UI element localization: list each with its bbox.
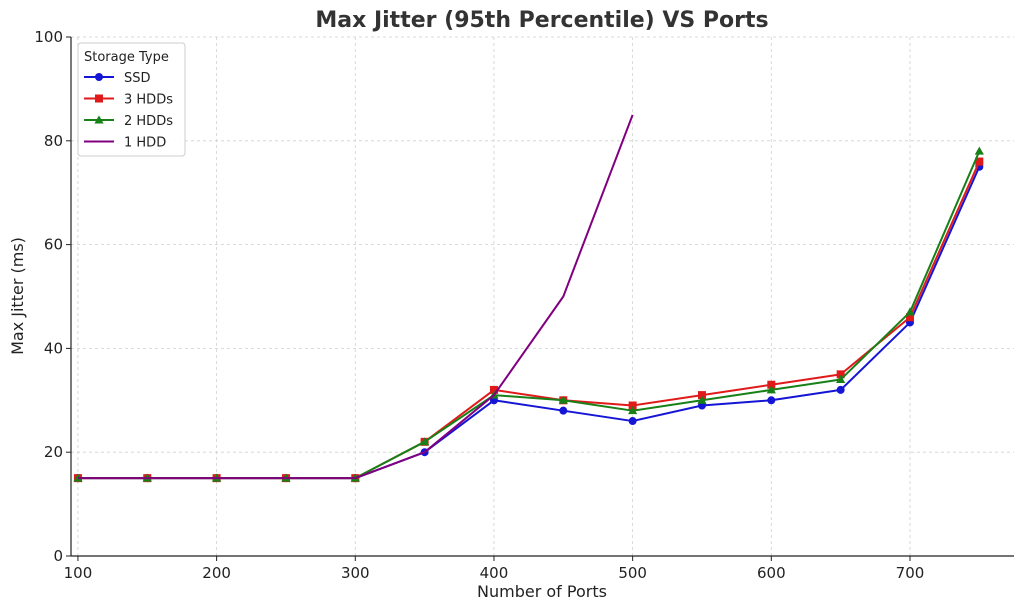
series-ssd — [73, 162, 984, 483]
series-line-3-hdds — [77, 161, 981, 480]
legend-marker — [95, 73, 103, 81]
grid — [71, 36, 1014, 557]
data-point-3-hdds — [975, 157, 984, 166]
series-2-hdds — [73, 146, 984, 482]
data-point-3-hdds — [697, 391, 706, 400]
axis-ticks: 100 200 300 400 500 600 700 0 20 40 60 80 100 — [34, 28, 924, 582]
legend-items: SSD 3 HDDs 2 HDDs 1 HDD — [84, 71, 173, 151]
legend-label: 3 HDDs — [124, 93, 173, 108]
legend-label: 2 HDDs — [124, 114, 173, 129]
chart-title: Max Jitter (95th Percentile) VS Ports — [315, 8, 768, 33]
data-point-2-hdds — [766, 385, 776, 394]
y-tick-label: 0 — [53, 547, 63, 565]
series-group — [73, 114, 984, 483]
data-point-2-hdds — [836, 374, 846, 383]
series-line-1-hdd — [77, 114, 634, 480]
legend-marker — [95, 94, 103, 103]
x-tick-label: 100 — [64, 564, 93, 582]
legend-item-ssd: SSD — [84, 71, 151, 86]
legend-label: SSD — [124, 71, 151, 86]
data-point-3-hdds — [836, 370, 845, 379]
legend-label: 1 HDD — [124, 136, 166, 151]
data-point-2-hdds — [905, 307, 915, 316]
y-tick-label: 60 — [44, 236, 63, 254]
data-point-2-hdds — [628, 406, 638, 415]
data-point-3-hdds — [489, 385, 498, 394]
y-axis-label: Max Jitter (ms) — [8, 237, 27, 355]
series-line-2-hdds — [77, 150, 981, 480]
series-3-hdds — [73, 157, 984, 483]
x-tick-label: 700 — [896, 564, 925, 582]
legend-title: Storage Type — [84, 50, 169, 65]
legend-item-2-hdds: 2 HDDs — [84, 114, 173, 129]
x-tick-label: 400 — [480, 564, 509, 582]
legend-item-3-hdds: 3 HDDs — [84, 93, 173, 108]
x-axis-label: Number of Ports — [477, 582, 607, 601]
legend-marker — [94, 115, 104, 124]
x-tick-label: 200 — [202, 564, 231, 582]
data-point-3-hdds — [905, 313, 914, 322]
y-tick-label: 20 — [44, 443, 63, 461]
data-point-ssd — [628, 417, 637, 426]
data-point-2-hdds — [558, 395, 568, 404]
series-1-hdd — [77, 114, 634, 480]
data-point-2-hdds — [697, 395, 707, 404]
data-point-2-hdds — [420, 437, 430, 446]
data-point-ssd — [836, 385, 845, 394]
legend-item-1-hdd: 1 HDD — [84, 136, 166, 151]
x-tick-label: 300 — [341, 564, 370, 582]
y-tick-label: 100 — [34, 28, 63, 46]
series-line-ssd — [77, 166, 981, 480]
x-tick-label: 600 — [757, 564, 786, 582]
legend: Storage Type SSD 3 HDDs 2 HDDs 1 HDD — [77, 42, 186, 157]
legend-box — [77, 42, 186, 157]
data-point-ssd — [767, 396, 776, 405]
x-tick-label: 500 — [618, 564, 647, 582]
data-point-ssd — [559, 406, 568, 415]
y-tick-label: 80 — [44, 132, 63, 150]
y-tick-label: 40 — [44, 339, 63, 357]
data-point-3-hdds — [628, 401, 637, 410]
data-point-3-hdds — [767, 380, 776, 389]
data-point-2-hdds — [974, 146, 984, 155]
